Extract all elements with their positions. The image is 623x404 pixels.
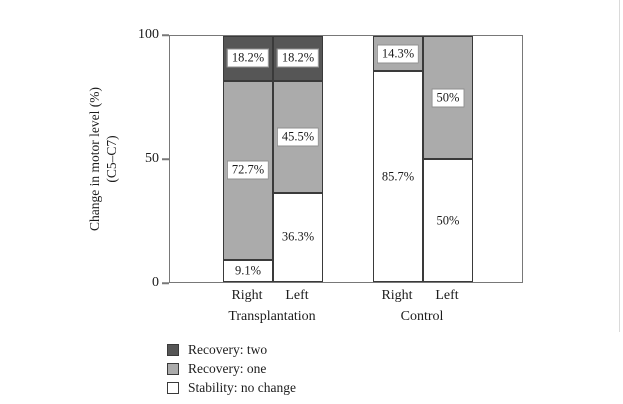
segment-value-label: 50% [436,213,460,227]
segment-stability-no-change [373,71,423,282]
segment-value-label: 50% [431,88,465,107]
segment-value-label: 18.2% [276,48,320,68]
y-tick-mark-0 [162,282,169,284]
legend-label: Recovery: two [188,342,268,357]
legend-label: Recovery: one [188,361,267,376]
y-tick-label-100: 100 [138,27,159,42]
legend: Recovery: two Recovery: one Stability: no … [167,340,296,397]
segment-stability-no-change [423,159,473,282]
legend-label: Stability: no change [188,380,296,395]
y-tick-label-50: 50 [145,151,159,166]
legend-item: Stability: no change [167,378,296,397]
y-tick-mark-100 [162,34,169,36]
bar-transplantation-right: 9.1% 72.7% 18.2% [223,36,273,282]
y-axis-title: Change in motor level (%) (C5–C7) [86,66,120,252]
segment-value-label: 18.2% [226,48,270,68]
window-edge-line [619,0,620,332]
segment-value-label: 85.7% [381,169,415,184]
y-tick-label-0: 0 [152,275,159,290]
bar-transplantation-left: 36.3% 45.5% 18.2% [273,36,323,282]
x-category-label-left: Left [285,288,309,303]
y-tick-mark-50 [162,158,169,160]
x-group-label-transplantation: Transplantation [228,309,316,324]
legend-item: Recovery: two [167,340,296,359]
segment-value-label: 9.1% [234,263,262,278]
legend-swatch-icon [167,362,179,375]
x-category-label-left: Left [435,288,459,303]
y-axis-title-line1: Change in motor level (%) [87,87,102,231]
legend-swatch-icon [167,343,179,356]
x-group-label-control: Control [400,309,444,324]
bar-control-left: 50% 50% [423,36,473,282]
segment-value-label: 72.7% [226,160,270,180]
segment-value-label: 36.3% [281,229,315,244]
segment-stability-no-change [223,259,273,282]
bar-control-right: 85.7% 14.3% [373,36,423,282]
segment-value-label: 14.3% [376,44,420,64]
plot-area: 9.1% 72.7% 18.2% 36.3% 45.5% 18.2% 85.7% 14.3% 5… [169,35,523,283]
y-axis-title-line2: (C5–C7) [104,135,119,183]
x-category-label-right: Right [231,288,263,303]
legend-item: Recovery: one [167,359,296,378]
segment-stability-no-change [273,192,323,282]
legend-swatch-icon [167,381,179,394]
x-category-label-right: Right [381,288,413,303]
segment-value-label: 45.5% [276,127,320,147]
